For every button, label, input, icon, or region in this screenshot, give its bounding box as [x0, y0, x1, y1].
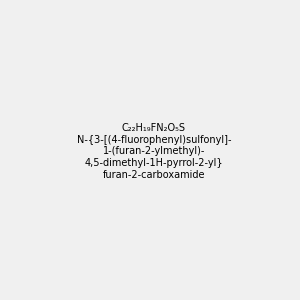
Text: C₂₂H₁₉FN₂O₅S
N-{3-[(4-fluorophenyl)sulfonyl]-
1-(furan-2-ylmethyl)-
4,5-dimethyl: C₂₂H₁₉FN₂O₅S N-{3-[(4-fluorophenyl)sulfo… [76, 123, 231, 180]
